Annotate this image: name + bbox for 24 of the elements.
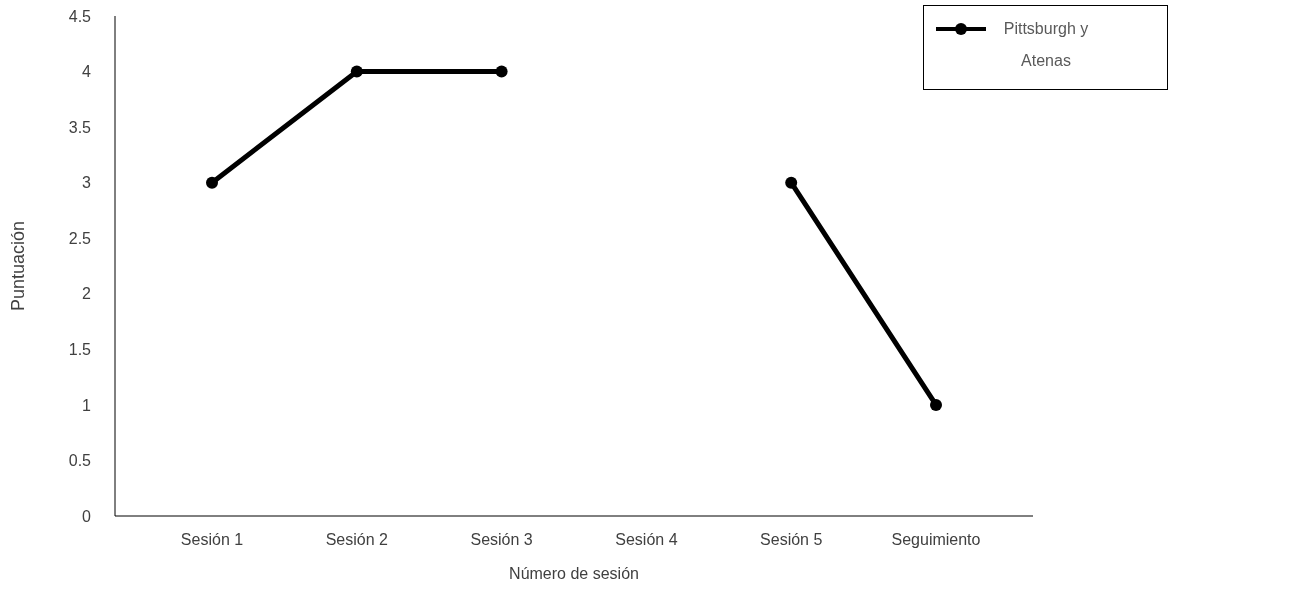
x-tick-label: Sesión 3 xyxy=(470,531,533,549)
point xyxy=(930,398,942,411)
point xyxy=(350,65,363,78)
y-tick-label: 1 xyxy=(82,396,92,414)
x-tick-label: Sesión 2 xyxy=(325,531,389,549)
y-tick-label: 1.5 xyxy=(68,341,92,359)
y-tick-label: 4 xyxy=(82,63,92,81)
x-axis-title: Número de sesión xyxy=(509,565,639,582)
y-tick-label: 0 xyxy=(82,507,92,525)
point xyxy=(785,176,798,189)
y-tick-label: 4.5 xyxy=(68,7,92,25)
x-tick-label: Sesión 4 xyxy=(615,531,678,549)
legend-label: Pittsburgh y Atenas xyxy=(1002,19,1090,71)
point xyxy=(206,176,218,189)
y-tick-label: 3 xyxy=(82,174,92,192)
y-tick-label: 2.5 xyxy=(68,229,92,247)
y-tick-label: 3.5 xyxy=(68,118,92,136)
x-tick-label: Sesión 5 xyxy=(760,531,823,549)
y-tick-label: 0.5 xyxy=(68,452,92,470)
point xyxy=(495,65,508,78)
y-tick-label: 2 xyxy=(82,285,92,303)
x-tick-label: Sesión 1 xyxy=(180,531,244,549)
y-axis-title: Puntuación xyxy=(8,220,29,312)
x-tick-label: Seguimiento xyxy=(891,531,981,549)
